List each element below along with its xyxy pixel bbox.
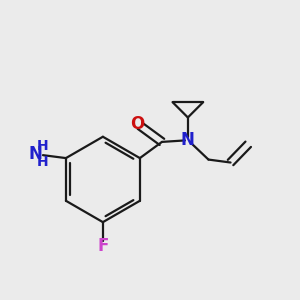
Text: O: O: [130, 115, 144, 133]
Text: F: F: [97, 237, 109, 255]
Text: N: N: [29, 145, 43, 163]
Text: H: H: [37, 139, 49, 153]
Text: N: N: [181, 131, 195, 149]
Text: H: H: [37, 155, 49, 169]
